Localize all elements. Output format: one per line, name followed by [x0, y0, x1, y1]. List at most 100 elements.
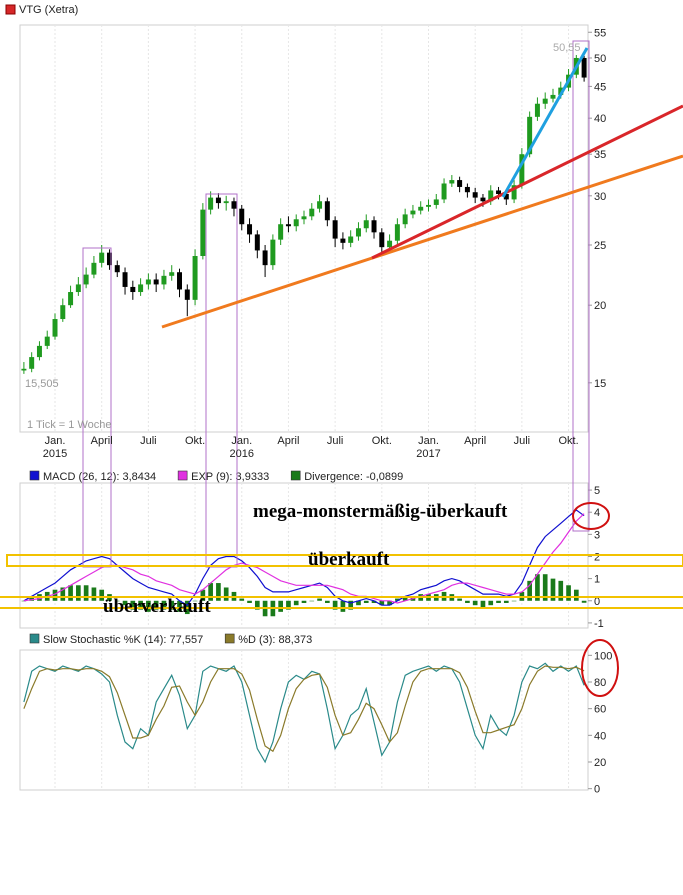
divergence-bar	[130, 600, 136, 610]
divergence-bar	[511, 600, 517, 602]
divergence-bar	[371, 600, 377, 603]
divergence-bar	[122, 600, 128, 606]
series-line	[23, 665, 585, 753]
candle-body	[215, 197, 221, 204]
annotation: überverkauft	[103, 596, 211, 617]
x-tick-label: Okt.	[184, 435, 206, 447]
y-tick-label: 40	[594, 730, 606, 742]
x-tick-label: Juli	[326, 435, 344, 447]
divergence-bar	[363, 600, 369, 603]
candle-body	[379, 232, 385, 248]
candle-body	[247, 224, 253, 235]
candle-body	[433, 199, 439, 205]
candle-body	[184, 289, 190, 300]
candle-body	[231, 201, 237, 209]
candle-body	[449, 180, 455, 184]
candle-body	[239, 208, 245, 225]
panel-frame	[19, 24, 589, 433]
divergence-bar	[317, 598, 322, 601]
legend-label: %D (3): 88,373	[238, 634, 312, 646]
candle-body	[441, 183, 447, 200]
candle-body	[301, 216, 307, 220]
divergence-bar	[527, 580, 532, 601]
candle-body	[161, 275, 167, 285]
candle-body	[106, 252, 112, 266]
min-label: 15,505	[25, 378, 59, 390]
divergence-bar	[293, 600, 299, 606]
y-tick-label: 20	[594, 757, 606, 769]
legend-swatch	[29, 633, 40, 644]
highlight-box	[82, 247, 112, 568]
divergence-bar	[254, 600, 260, 610]
divergence-bar	[496, 600, 501, 603]
candle-body	[317, 201, 323, 209]
y-tick-label: 4	[594, 507, 600, 519]
divergence-bar	[200, 589, 206, 601]
divergence-bar	[169, 600, 175, 610]
divergence-bar	[278, 600, 283, 612]
divergence-bar	[356, 600, 361, 606]
series-line	[23, 662, 585, 764]
legend-swatch	[177, 470, 188, 481]
y-tick-label: 15	[594, 378, 606, 390]
candle-body	[410, 210, 416, 215]
candle-body	[68, 292, 74, 306]
divergence-bar	[402, 596, 408, 601]
candle-body	[534, 103, 540, 117]
series-line	[23, 509, 585, 606]
x-tick-label: Juli	[513, 435, 531, 447]
divergence-bar	[480, 600, 486, 608]
candle-body	[36, 345, 42, 358]
circle-mark	[572, 502, 610, 530]
candle-body	[480, 197, 486, 202]
legend-label: Slow Stochastic %K (14): 77,557	[43, 634, 203, 646]
annotation: mega-monstermäßig-überkauft	[253, 501, 508, 522]
x-tick-label: April	[90, 435, 113, 447]
y-tick-label: 80	[594, 677, 606, 689]
divergence-bar	[83, 585, 89, 601]
chart-title: VTG (Xetra)	[19, 4, 78, 16]
divergence-bar	[395, 598, 400, 601]
candle-body	[60, 305, 66, 320]
trend-line	[501, 47, 589, 198]
y-tick-label: 45	[594, 81, 606, 93]
candle-body	[550, 94, 556, 99]
divergence-bar	[192, 600, 198, 602]
divergence-bar	[325, 600, 330, 603]
y-tick-label: -1	[594, 618, 604, 630]
divergence-bar	[247, 600, 252, 603]
divergence-bar	[573, 589, 579, 601]
candle-body	[278, 224, 284, 240]
divergence-bar	[239, 598, 245, 601]
candle-body	[208, 197, 214, 210]
candle-body	[192, 256, 198, 300]
legend-swatch	[290, 470, 301, 481]
divergence-bar	[558, 580, 564, 601]
candle-body	[223, 201, 229, 204]
candle-body	[332, 220, 338, 239]
divergence-bar	[535, 574, 540, 601]
divergence-bar	[146, 600, 151, 612]
highlight-box	[205, 193, 238, 568]
candle-body	[29, 357, 35, 369]
x-tick-label: Juli	[140, 435, 157, 447]
x-tick-label: Okt.	[558, 435, 579, 447]
divergence-bar	[340, 600, 346, 612]
highlight-box	[572, 40, 590, 532]
candle-body	[83, 274, 89, 285]
candle-body	[122, 272, 128, 287]
y-tick-label: 60	[594, 704, 606, 716]
candle-body	[387, 240, 393, 248]
divergence-bar	[153, 600, 159, 610]
candle-body	[371, 220, 377, 233]
legend-label: Divergence: -0,0899	[304, 471, 403, 483]
divergence-bar	[581, 600, 587, 603]
divergence-bar	[68, 585, 73, 601]
divergence-bar	[60, 587, 66, 601]
candle-body	[200, 209, 206, 257]
candle-body	[91, 262, 97, 275]
x-tick-label: April	[464, 435, 487, 447]
legend-swatch	[224, 633, 235, 644]
candle-body	[309, 208, 315, 217]
